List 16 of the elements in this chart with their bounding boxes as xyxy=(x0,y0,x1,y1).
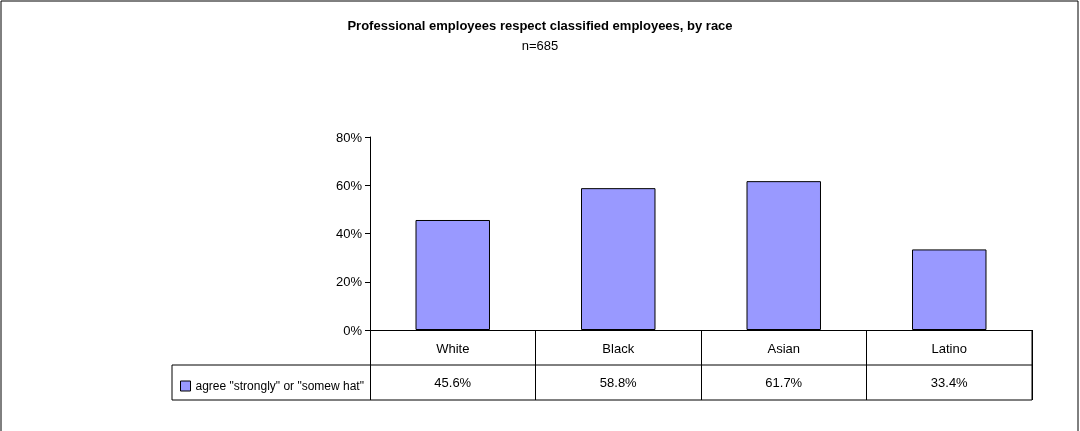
chart-title: Professional employees respect classified employees, by race xyxy=(347,18,733,33)
x-tick-label: Black xyxy=(602,341,635,356)
chart-subtitle: n=685 xyxy=(521,38,559,53)
y-tick-label: 60% xyxy=(335,177,363,193)
y-tick-label: 40% xyxy=(335,226,363,241)
y-tick-label: 0% xyxy=(343,322,363,338)
x-tick-label: Asian xyxy=(767,341,801,356)
data-label: 58.8% xyxy=(599,375,638,390)
y-tick-label: 80% xyxy=(335,129,363,145)
data-label: 33.4% xyxy=(930,375,969,390)
y-tick-label: 20% xyxy=(335,274,363,290)
legend-label: agree "strongly" or "somew hat" xyxy=(195,379,364,393)
x-tick-label: Latino xyxy=(931,341,967,356)
data-label: 61.7% xyxy=(765,375,803,390)
x-tick-label: White xyxy=(436,341,470,356)
data-label: 45.6% xyxy=(434,375,472,390)
